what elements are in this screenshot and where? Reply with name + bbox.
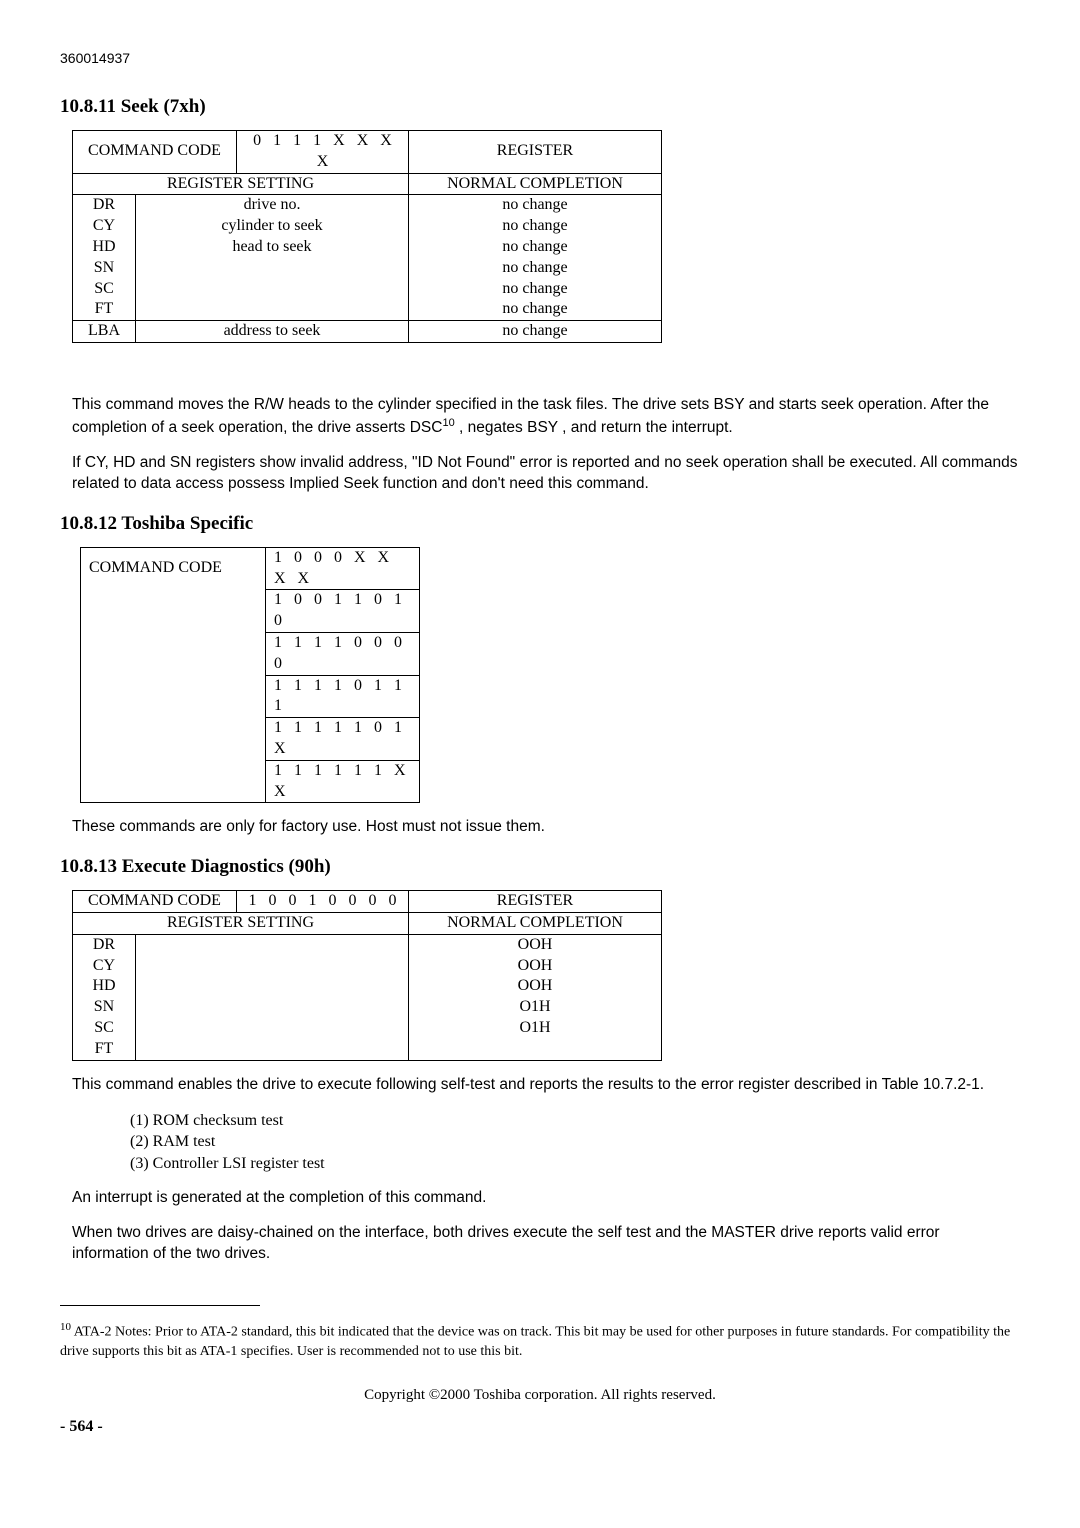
cmd-code-label: COMMAND CODE bbox=[73, 891, 237, 913]
table-row: SC bbox=[73, 1018, 136, 1039]
table-row bbox=[136, 299, 409, 320]
register-header: REGISTER bbox=[409, 131, 662, 174]
table-row: no change bbox=[409, 195, 662, 216]
table-row: SN bbox=[73, 997, 136, 1018]
copyright: Copyright ©2000 Toshiba corporation. All… bbox=[60, 1387, 1020, 1404]
table-row: OOH bbox=[409, 956, 662, 977]
table-row: no change bbox=[409, 258, 662, 279]
table-row: HD bbox=[73, 976, 136, 997]
footnote-ref: 10 bbox=[442, 417, 454, 429]
table-row: CY bbox=[73, 216, 136, 237]
register-setting-header: REGISTER SETTING bbox=[73, 913, 409, 935]
table-row: drive no. bbox=[136, 195, 409, 216]
diag-paragraph-2: An interrupt is generated at the complet… bbox=[72, 1188, 1020, 1209]
table-row: cylinder to seek bbox=[136, 216, 409, 237]
diagnostics-table: COMMAND CODE 1 0 0 1 0 0 0 0 REGISTER RE… bbox=[72, 890, 662, 1060]
diag-paragraph-1: This command enables the drive to execut… bbox=[72, 1075, 1020, 1096]
section-heading-diagnostics: 10.8.13 Execute Diagnostics (90h) bbox=[60, 856, 1020, 878]
seek-paragraph-1: This command moves the R/W heads to the … bbox=[72, 395, 1020, 439]
page-number: - 564 - bbox=[60, 1418, 1020, 1436]
table-row: LBA bbox=[73, 321, 136, 343]
footnote-text: ATA-2 Notes: Prior to ATA-2 standard, th… bbox=[60, 1325, 1010, 1359]
table-row: 1 0 0 0 X X X X bbox=[266, 547, 420, 590]
table-row: FT bbox=[73, 1039, 136, 1060]
table-row: 1 1 1 1 1 0 1 X bbox=[266, 718, 420, 761]
cmd-code-value: 1 0 0 1 0 0 0 0 bbox=[237, 891, 409, 913]
table-row bbox=[81, 633, 266, 676]
table-row bbox=[136, 934, 409, 955]
table-row bbox=[81, 760, 266, 803]
table-row: 1 1 1 1 1 1 X X bbox=[266, 760, 420, 803]
table-row: O1H bbox=[409, 1018, 662, 1039]
normal-completion-header: NORMAL COMPLETION bbox=[409, 173, 662, 195]
table-row: 1 1 1 1 0 1 1 1 bbox=[266, 675, 420, 718]
table-row: OOH bbox=[409, 934, 662, 955]
table-row: no change bbox=[409, 299, 662, 320]
table-row: CY bbox=[73, 956, 136, 977]
toshiba-table: COMMAND CODE 1 0 0 0 X X X X 1 0 0 1 1 0… bbox=[80, 547, 420, 804]
test-list: (1) ROM checksum test (2) RAM test (3) C… bbox=[130, 1110, 1020, 1175]
table-row: O1H bbox=[409, 997, 662, 1018]
register-setting-header: REGISTER SETTING bbox=[73, 173, 409, 195]
table-row: 1 0 0 1 1 0 1 0 bbox=[266, 590, 420, 633]
cmd-code-label: COMMAND CODE bbox=[73, 131, 237, 174]
section-heading-seek: 10.8.11 Seek (7xh) bbox=[60, 96, 1020, 118]
table-row bbox=[81, 718, 266, 761]
section-heading-toshiba: 10.8.12 Toshiba Specific bbox=[60, 513, 1020, 535]
footnote: 10 ATA-2 Notes: Prior to ATA-2 standard,… bbox=[60, 1320, 1020, 1361]
list-item: (1) ROM checksum test bbox=[130, 1110, 1020, 1132]
table-row: OOH bbox=[409, 976, 662, 997]
toshiba-paragraph: These commands are only for factory use.… bbox=[72, 817, 1020, 838]
table-row: address to seek bbox=[136, 321, 409, 343]
table-row: DR bbox=[73, 195, 136, 216]
table-row: no change bbox=[409, 279, 662, 300]
table-row: HD bbox=[73, 237, 136, 258]
register-header: REGISTER bbox=[409, 891, 662, 913]
table-row: SN bbox=[73, 258, 136, 279]
normal-completion-header: NORMAL COMPLETION bbox=[409, 913, 662, 935]
table-row bbox=[409, 1039, 662, 1060]
list-item: (3) Controller LSI register test bbox=[130, 1153, 1020, 1175]
table-row: DR bbox=[73, 934, 136, 955]
cmd-code-value: 0 1 1 1 X X X X bbox=[237, 131, 409, 174]
text-span: , negates BSY , and return the interrupt… bbox=[455, 419, 733, 436]
seek-paragraph-2: If CY, HD and SN registers show invalid … bbox=[72, 453, 1020, 495]
table-row: no change bbox=[409, 216, 662, 237]
table-row: no change bbox=[409, 237, 662, 258]
table-row bbox=[136, 279, 409, 300]
table-row bbox=[136, 1018, 409, 1039]
table-row bbox=[136, 997, 409, 1018]
table-row: SC bbox=[73, 279, 136, 300]
table-row: FT bbox=[73, 299, 136, 320]
footnote-number: 10 bbox=[60, 1321, 71, 1333]
table-row bbox=[81, 675, 266, 718]
document-id: 360014937 bbox=[60, 50, 1020, 66]
table-row bbox=[81, 590, 266, 633]
page-number-text: - 564 - bbox=[60, 1418, 103, 1435]
table-row bbox=[136, 258, 409, 279]
footnote-separator bbox=[60, 1305, 260, 1306]
diag-paragraph-3: When two drives are daisy-chained on the… bbox=[72, 1223, 1020, 1265]
table-row: 1 1 1 1 0 0 0 0 bbox=[266, 633, 420, 676]
seek-table: COMMAND CODE 0 1 1 1 X X X X REGISTER RE… bbox=[72, 130, 662, 343]
table-row bbox=[136, 1039, 409, 1060]
table-row bbox=[136, 976, 409, 997]
table-row: head to seek bbox=[136, 237, 409, 258]
list-item: (2) RAM test bbox=[130, 1131, 1020, 1153]
cmd-code-label: COMMAND CODE bbox=[81, 547, 266, 590]
table-row bbox=[136, 956, 409, 977]
table-row: no change bbox=[409, 321, 662, 343]
